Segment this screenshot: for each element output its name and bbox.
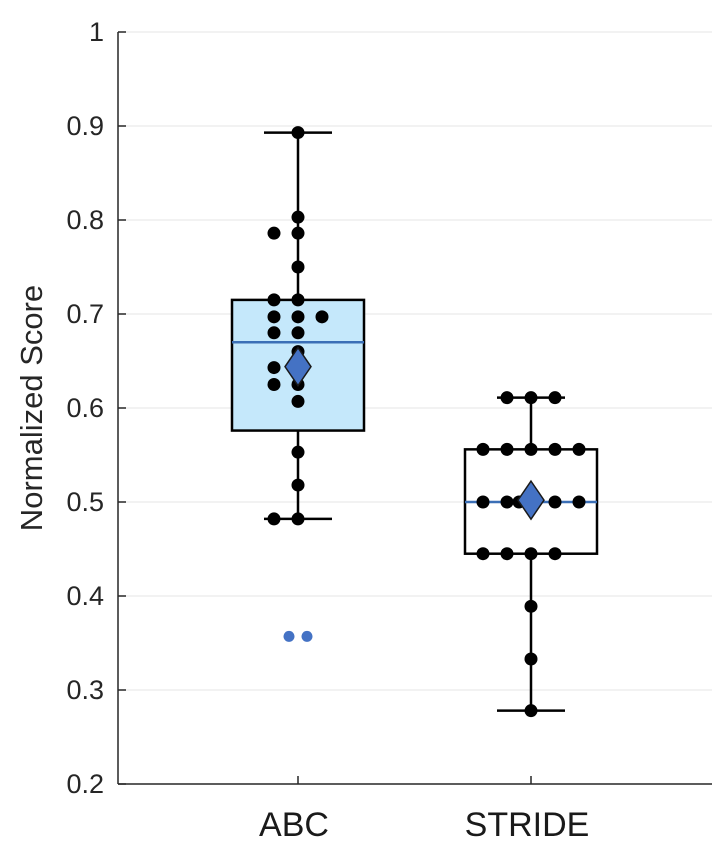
data-point [548, 547, 562, 561]
data-point [524, 442, 538, 456]
data-point [476, 442, 490, 456]
outlier-point [283, 630, 295, 642]
grid-lines [118, 31, 712, 691]
data-point [291, 260, 305, 274]
y-tick-label: 0.3 [66, 675, 104, 705]
data-point [524, 704, 538, 718]
data-point [267, 326, 281, 340]
data-point [500, 547, 514, 561]
data-point [267, 310, 281, 324]
data-point [524, 547, 538, 561]
data-point [476, 547, 490, 561]
y-tick-label: 0.6 [66, 393, 104, 423]
y-tick-label: 0.8 [66, 205, 104, 235]
mean-marker [284, 346, 312, 387]
data-point [291, 512, 305, 526]
data-point [500, 495, 514, 509]
data-point [291, 226, 305, 240]
data-point [291, 210, 305, 224]
y-tick-label: 0.2 [66, 769, 104, 799]
data-point [572, 495, 586, 509]
y-tick-label: 0.7 [66, 299, 104, 329]
data-point [291, 394, 305, 408]
data-point [291, 310, 305, 324]
data-point [267, 361, 281, 375]
y-tick-label: 0.4 [66, 581, 104, 611]
data-point [524, 652, 538, 666]
data-points [267, 126, 586, 718]
data-point [500, 442, 514, 456]
data-point [500, 391, 514, 405]
data-point [291, 293, 305, 307]
data-point [548, 442, 562, 456]
data-point [524, 599, 538, 613]
data-point [267, 293, 281, 307]
data-point [476, 495, 490, 509]
category-label-stride: STRIDE [465, 806, 590, 844]
data-point [548, 495, 562, 509]
data-point [267, 378, 281, 391]
y-tick-label: 0.9 [66, 111, 104, 141]
data-point [524, 391, 538, 405]
data-point [291, 445, 305, 459]
y-tick-label: 1 [89, 17, 104, 47]
data-point [572, 442, 586, 456]
category-label-abc: ABC [259, 806, 329, 844]
mean-marker [517, 479, 545, 521]
data-point [267, 512, 281, 526]
category-labels: ABC STRIDE [259, 806, 589, 844]
data-point [548, 391, 562, 405]
y-tick-label: 0.5 [66, 487, 104, 517]
data-point [267, 226, 281, 240]
y-axis-title: Normalized Score [14, 285, 49, 531]
box-plots [230, 131, 599, 712]
data-point [291, 126, 305, 140]
data-point [291, 326, 305, 340]
y-axis: 0.2 0.3 0.4 0.5 0.6 0.7 0.8 0.9 1 [66, 17, 712, 799]
data-point [315, 310, 329, 324]
outlier-point [301, 630, 313, 642]
data-point [291, 478, 305, 492]
